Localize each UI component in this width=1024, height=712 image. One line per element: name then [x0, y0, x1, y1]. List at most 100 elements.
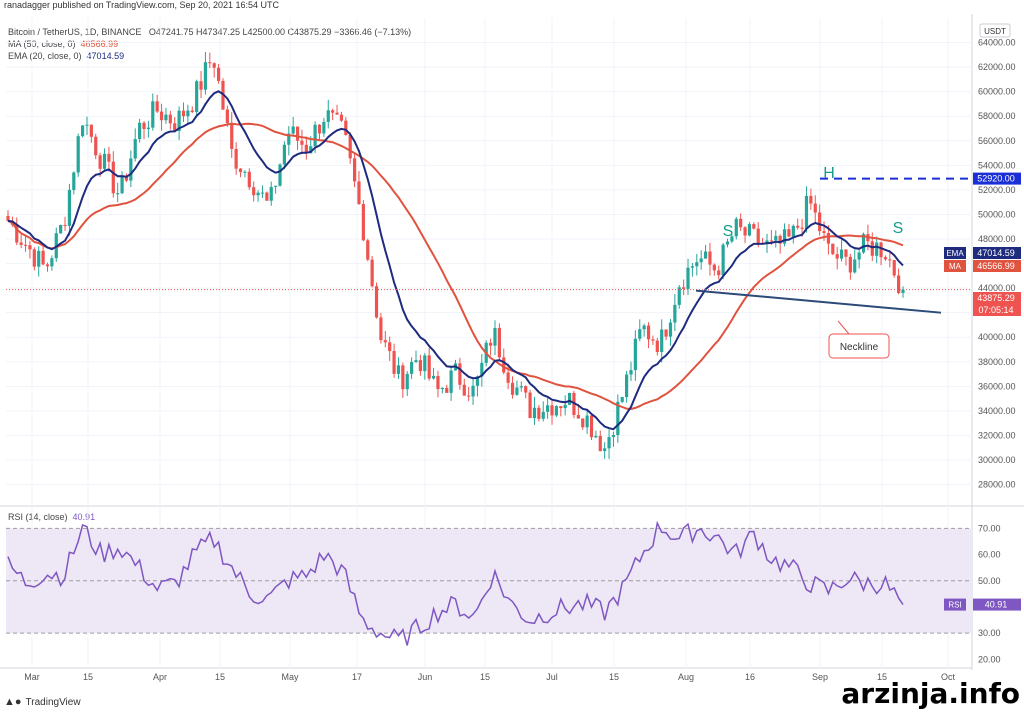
time-tick-label: Sep	[812, 672, 828, 682]
time-tick-label: 15	[877, 672, 887, 682]
candle-body	[480, 362, 484, 377]
candle-body	[133, 139, 137, 159]
candle-body	[23, 244, 28, 246]
candle-body	[690, 266, 695, 268]
candle-body	[559, 406, 563, 409]
ema-20-line	[7, 90, 904, 431]
rsi-legend-value: 40.91	[72, 512, 96, 522]
candle-body	[216, 67, 221, 81]
candle-body	[269, 186, 273, 201]
candle-body	[379, 317, 383, 341]
candle-body	[818, 212, 822, 232]
candle-body	[436, 375, 440, 390]
candle-body	[853, 259, 857, 273]
price-tick-label: 28000.00	[978, 480, 1016, 490]
ema-legend-value: 47014.59	[86, 51, 125, 61]
ma-price-label-tag-text: MA	[949, 262, 962, 271]
candle-body	[405, 373, 409, 390]
candle-body	[822, 231, 826, 233]
candle-body	[589, 415, 594, 438]
candle-body	[190, 110, 194, 113]
candle-body	[756, 228, 760, 244]
neckline-callout-pointer	[837, 320, 850, 335]
candle-body	[515, 387, 519, 395]
candle-body	[642, 325, 646, 330]
candle-body	[616, 401, 620, 436]
candle-body	[410, 362, 414, 374]
price-tick-label: 38000.00	[978, 357, 1016, 367]
candle-body	[98, 155, 102, 169]
ohlc-values: O47241.75 H47347.25 L42500.00 C43875.29 …	[148, 27, 412, 37]
candle-body	[282, 144, 286, 165]
ma-legend[interactable]: MA (50, close, 0) 46566.99	[8, 39, 118, 49]
price-tick-label: 50000.00	[978, 209, 1016, 219]
ema-price-label-value: 47014.59	[977, 248, 1015, 258]
candle-body	[317, 124, 322, 134]
candle-body	[225, 109, 229, 123]
countdown-box	[973, 304, 1021, 316]
candle-body	[576, 414, 580, 419]
rsi-tick-label: 70.00	[978, 523, 1001, 533]
candle-body	[295, 126, 300, 141]
candle-body	[151, 101, 155, 128]
candle-body	[374, 286, 379, 318]
candle-body	[28, 245, 32, 250]
candle-body	[752, 224, 756, 229]
candle-body	[260, 192, 265, 194]
ma-legend-label: MA (50, close, 0)	[8, 39, 76, 49]
candle-body	[809, 195, 813, 204]
candle-body	[449, 370, 453, 393]
ma-legend-value: 46566.99	[80, 39, 119, 49]
candle-body	[796, 225, 800, 228]
rsi-tick-label: 30.00	[978, 628, 1001, 638]
candle-body	[467, 395, 471, 397]
candle-body	[721, 244, 725, 276]
neckline-callout-text: Neckline	[840, 342, 879, 353]
candle-body	[524, 386, 528, 393]
candle-body	[708, 251, 712, 265]
candle-body	[19, 242, 23, 245]
price-tick-label: 44000.00	[978, 283, 1016, 293]
candle-body	[528, 392, 532, 419]
price-tick-label: 40000.00	[978, 332, 1016, 342]
candle-body	[89, 124, 93, 137]
candle-body	[607, 437, 611, 449]
candle-body	[787, 229, 791, 237]
pattern-label-left-shoulder: S	[723, 223, 734, 240]
price-tick-label: 62000.00	[978, 62, 1016, 72]
ma-price-label-value: 46566.99	[977, 261, 1015, 271]
tradingview-logo[interactable]: ▲● TradingView	[4, 696, 81, 708]
price-labels: EMA 47014.59 MA 46566.99 43875.29 07:05:14 529…	[944, 23, 1021, 316]
candle-body	[765, 240, 769, 244]
rsi-tag-text: RSI	[948, 601, 961, 610]
price-tick-label: 60000.00	[978, 87, 1016, 97]
ema-legend[interactable]: EMA (20, close, 0) 47014.59	[8, 51, 124, 61]
candle-body	[278, 164, 282, 186]
ma-price-label-tag	[944, 260, 966, 272]
candle-body	[594, 435, 598, 438]
candle-body	[383, 340, 387, 343]
candle-body	[361, 203, 365, 241]
candle-body	[199, 81, 203, 90]
price-tick-label: 36000.00	[978, 381, 1016, 391]
candle-body	[274, 185, 278, 187]
candle-body	[844, 249, 848, 257]
candle-body	[826, 232, 831, 244]
rsi-tag	[944, 598, 966, 611]
candle-body	[124, 175, 129, 181]
candle-body	[769, 240, 773, 242]
candle-body	[743, 227, 747, 236]
time-tick-label: 15	[480, 672, 490, 682]
candle-body	[861, 234, 866, 253]
rsi-legend[interactable]: RSI (14, close) 40.91	[8, 512, 95, 522]
time-tick-label: Oct	[941, 672, 956, 682]
candle-body	[85, 124, 89, 126]
time-tick-label: May	[281, 672, 299, 682]
candle-body	[673, 304, 677, 323]
rsi-tick-label: 50.00	[978, 576, 1001, 586]
candle-body	[41, 250, 45, 265]
candle-body	[506, 372, 510, 383]
neckline-callout-box	[828, 333, 890, 359]
time-tick-label: Mar	[24, 672, 40, 682]
